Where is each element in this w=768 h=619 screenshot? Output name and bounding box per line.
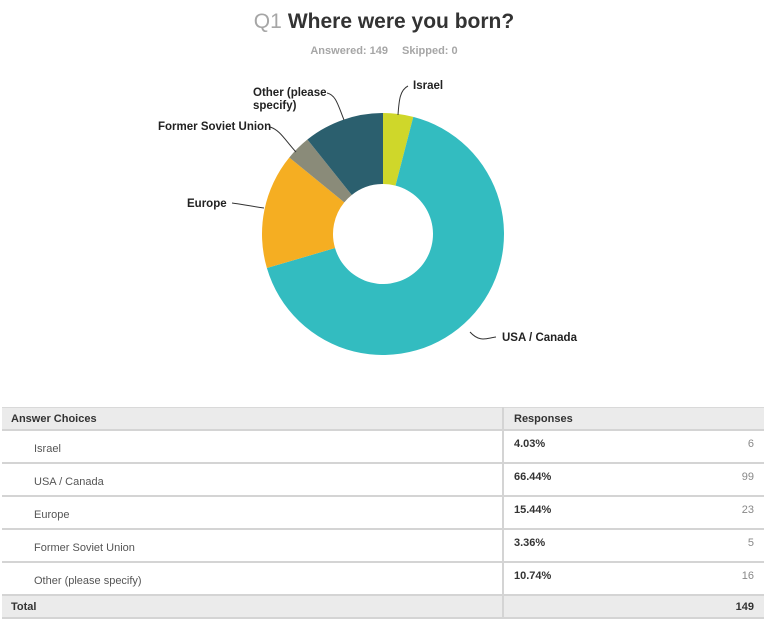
table-total-row: Total 149: [2, 595, 764, 619]
label-israel: Israel: [413, 80, 443, 92]
response-percent: 10.74%: [514, 569, 552, 582]
table-row: Other (please specify) 10.74% 16: [2, 562, 764, 596]
response-percent: 4.03%: [514, 437, 546, 450]
slice-usa-canada: [266, 116, 504, 355]
question-text: Where were you born?: [287, 10, 515, 33]
results-table: Answer Choices Responses Israel 4.03% 6 U…: [2, 407, 764, 619]
response-percent: 15.44%: [514, 503, 552, 516]
response-count: 6: [747, 437, 754, 450]
question-title: Q1 Where were you born?: [0, 10, 768, 34]
label-former-soviet-union: Former Soviet Union: [158, 121, 271, 133]
table-row: Europe 15.44% 23: [2, 496, 764, 530]
slice-former-soviet-union: [289, 139, 352, 203]
slice-europe: [262, 157, 345, 269]
answered-count: Answered: 149: [310, 45, 389, 57]
slice-other-please-specify: [307, 113, 383, 195]
label-other-line2: specify): [253, 100, 297, 112]
answer-choice: USA / Canada: [2, 463, 503, 497]
response-count: 16: [741, 569, 754, 582]
label-usa-canada: USA / Canada: [502, 332, 578, 344]
answer-choice: Former Soviet Union: [2, 529, 503, 563]
skipped-count: Skipped: 0: [402, 45, 458, 57]
header-responses: Responses: [502, 407, 764, 431]
table-row: Israel 4.03% 6: [2, 430, 764, 464]
donut-chart: Israel USA / Canada Europe Former Soviet…: [158, 80, 578, 355]
table-row: Former Soviet Union 3.36% 5: [2, 529, 764, 563]
response-summary: Answered: 149 Skipped: 0: [0, 45, 768, 57]
answer-choice: Israel: [2, 430, 503, 464]
total-count: 149: [735, 600, 754, 613]
response-count: 5: [747, 536, 754, 549]
slice-israel: [383, 113, 414, 186]
question-number: Q1: [253, 10, 282, 33]
answer-choice: Europe: [2, 496, 503, 530]
table-header-row: Answer Choices Responses: [2, 407, 764, 431]
total-label: Total: [2, 595, 503, 619]
response-percent: 66.44%: [514, 470, 552, 483]
header-answer-choices: Answer Choices: [2, 407, 503, 431]
donut-slices: [262, 113, 504, 355]
label-other-line1: Other (please: [253, 87, 327, 99]
response-count: 23: [741, 503, 754, 516]
label-europe: Europe: [187, 198, 227, 210]
table-row: USA / Canada 66.44% 99: [2, 463, 764, 497]
leader-lines: [231, 85, 497, 340]
answer-choice: Other (please specify): [2, 562, 503, 596]
response-percent: 3.36%: [514, 536, 546, 549]
response-count: 99: [741, 470, 754, 483]
